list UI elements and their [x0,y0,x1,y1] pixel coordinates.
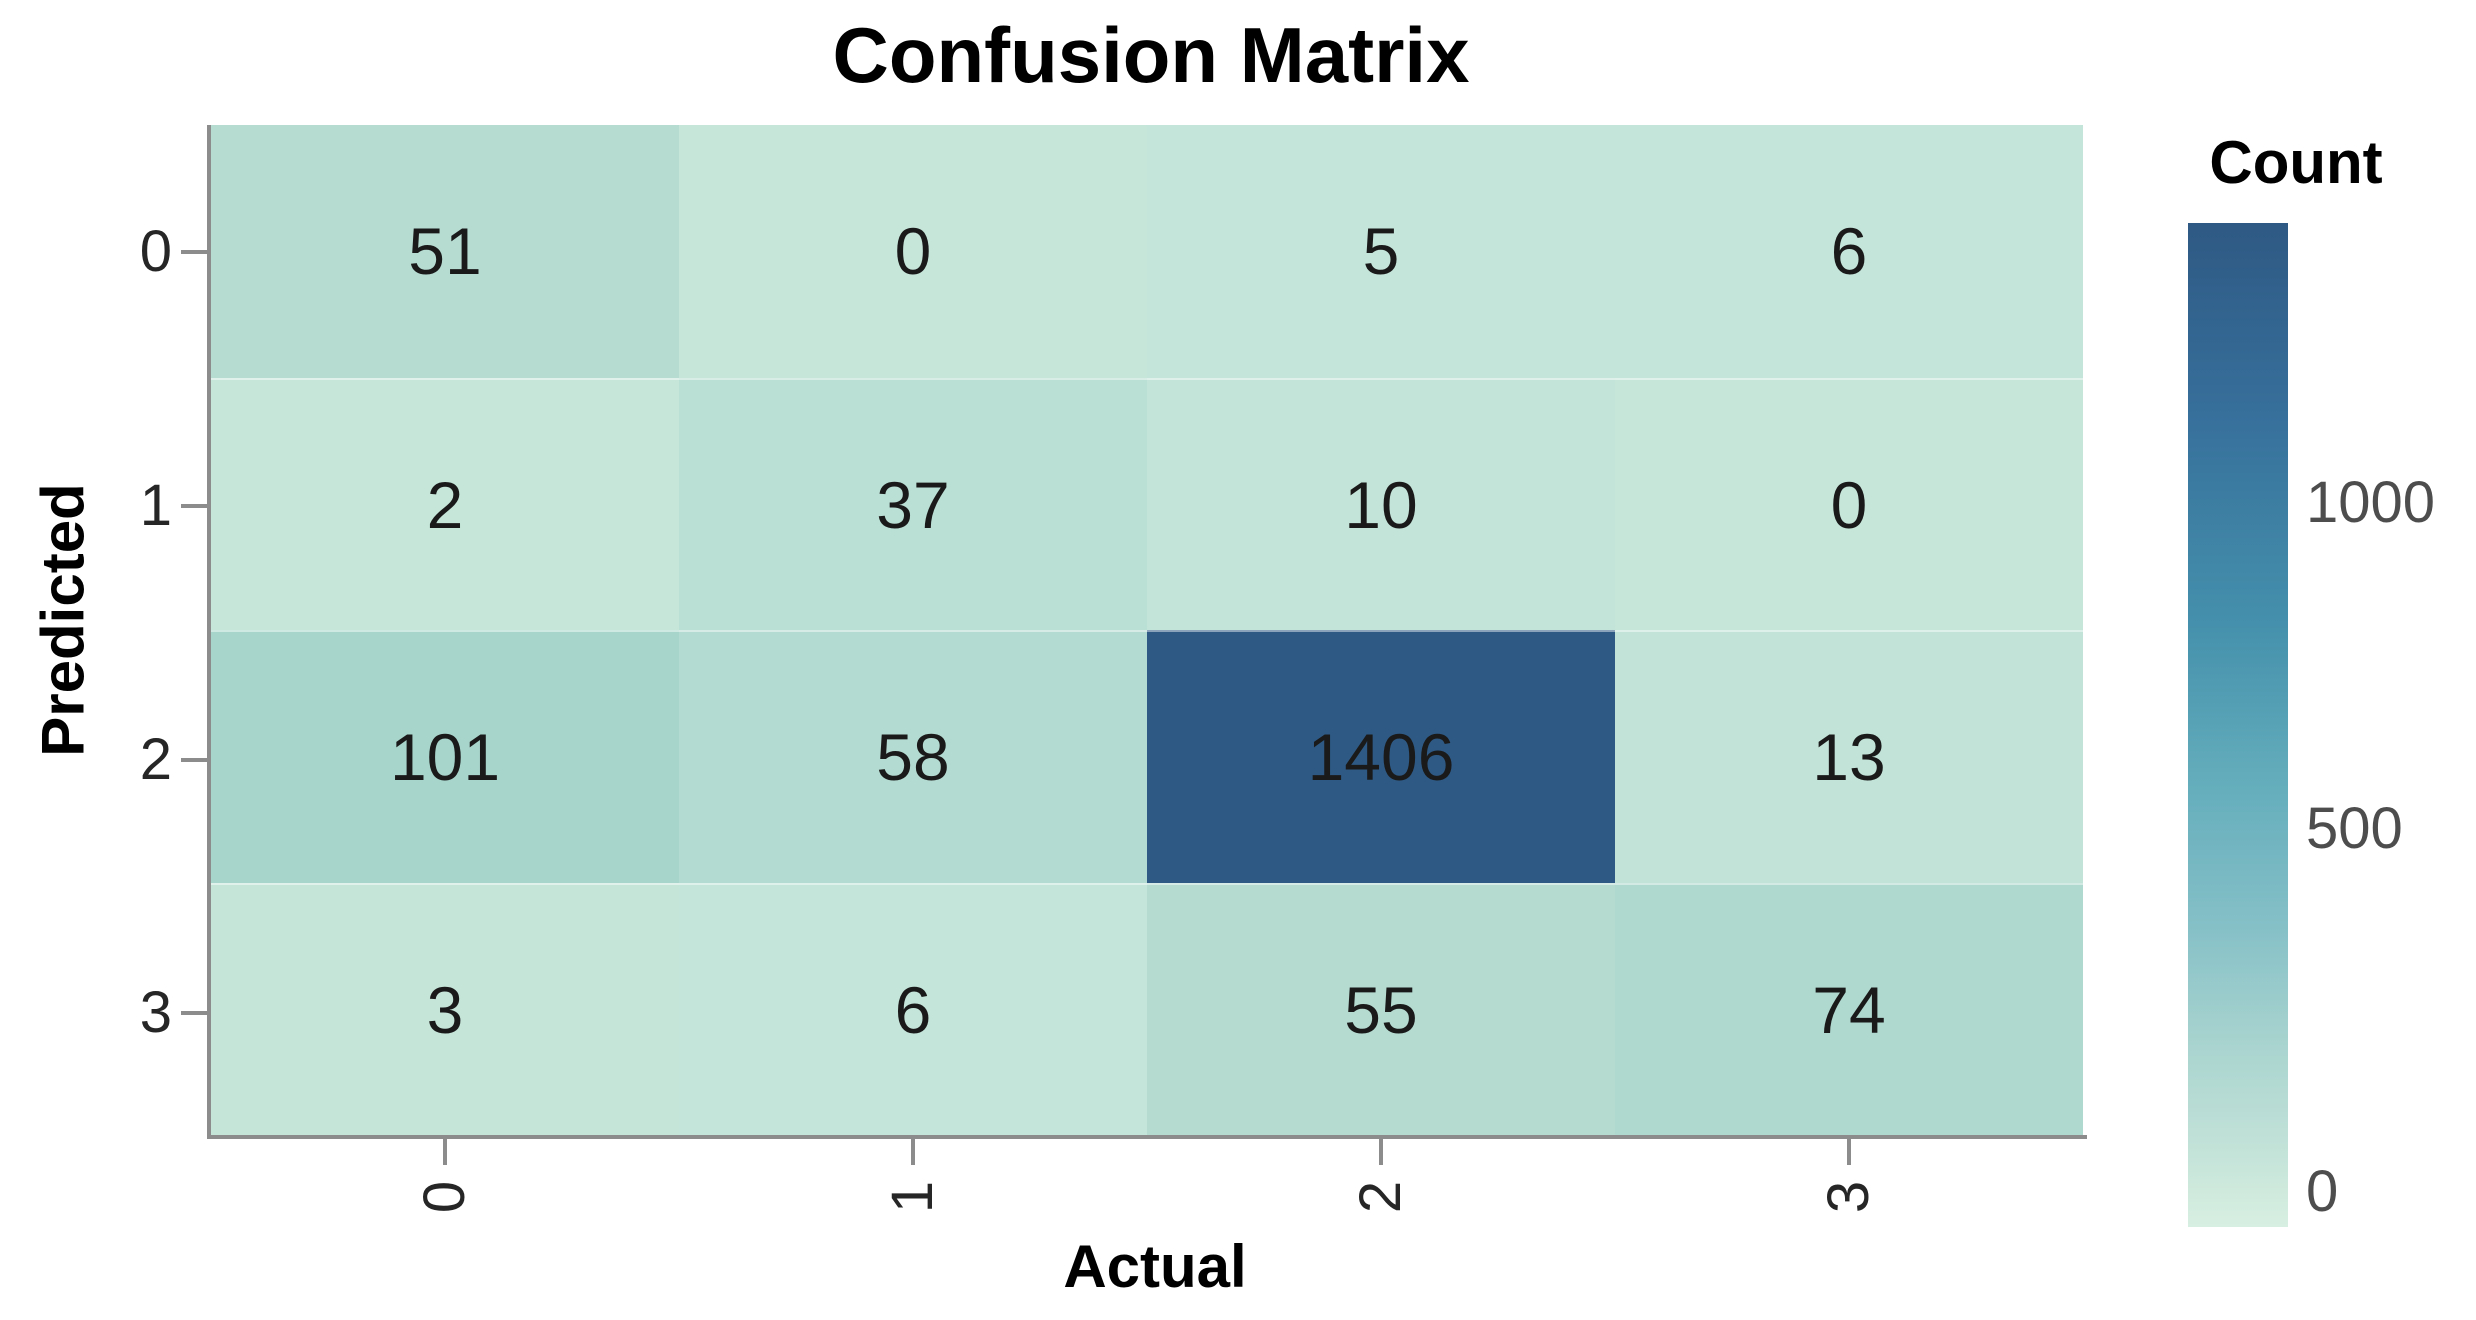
x-tick-mark [1847,1139,1851,1165]
x-tick-label-2: 2 [1348,1180,1413,1214]
heatmap-cell-pred1-act1: 37 [679,377,1147,630]
x-tick-label-1: 1 [880,1180,945,1214]
cell-value: 1406 [1307,720,1455,795]
y-tick-label-1: 1 [139,473,172,538]
y-axis-spine [207,125,211,1139]
colorbar-tick-label-500: 500 [2306,796,2403,862]
colorbar-gradient [2188,223,2288,1227]
y-tick-mark [181,758,207,762]
x-tick-mark [1379,1139,1383,1165]
x-tick-label-0: 0 [412,1180,477,1214]
cell-value: 74 [1812,972,1886,1047]
heatmap-cell-pred3-act3: 74 [1615,882,2083,1135]
colorbar-title: Count [2209,129,2383,196]
heatmap-plot-area: 51 0 5 6 2 37 10 0 101 58 1406 13 3 6 55 74 [211,125,2083,1135]
cell-value: 0 [894,214,932,289]
y-tick-label-2: 2 [139,727,172,792]
heatmap-cell-pred1-act2: 10 [1147,377,1615,630]
cell-value: 55 [1344,972,1418,1047]
cell-value: 5 [1362,214,1400,289]
x-axis-title: Actual [1063,1233,1247,1300]
colorbar-tick-label-1000: 1000 [2306,470,2436,536]
y-axis-title: Predicted [29,483,97,757]
cell-value: 13 [1812,720,1886,795]
colorbar-tick-label-0: 0 [2306,1158,2339,1224]
heatmap-cell-pred0-act2: 5 [1147,125,1615,378]
heatmap-cell-pred2-act1: 58 [679,630,1147,883]
y-tick-label-0: 0 [139,219,172,284]
chart-title: Confusion Matrix [832,11,1470,99]
cell-value: 2 [426,467,464,542]
x-tick-mark [443,1139,447,1165]
heatmap-cell-pred0-act1: 0 [679,125,1147,378]
cell-value: 0 [1830,467,1868,542]
x-axis-spine [207,1135,2087,1139]
heatmap-cell-pred2-act2: 1406 [1147,630,1615,883]
heatmap-cell-pred3-act0: 3 [211,882,679,1135]
heatmap-cell-pred2-act3: 13 [1615,630,2083,883]
y-tick-label-3: 3 [139,980,172,1045]
heatmap-cell-pred0-act3: 6 [1615,125,2083,378]
heatmap-cell-pred2-act0: 101 [211,630,679,883]
heatmap-cell-pred1-act0: 2 [211,377,679,630]
x-tick-label-3: 3 [1816,1180,1881,1214]
y-tick-mark [181,504,207,508]
cell-value: 6 [1830,214,1868,289]
x-tick-mark [911,1139,915,1165]
cell-value: 58 [876,720,950,795]
heatmap-cell-pred3-act2: 55 [1147,882,1615,1135]
heatmap-cell-pred0-act0: 51 [211,125,679,378]
y-tick-mark [181,250,207,254]
heatmap-cell-pred3-act1: 6 [679,882,1147,1135]
cell-value: 101 [389,720,501,795]
heatmap-cell-pred1-act3: 0 [1615,377,2083,630]
cell-value: 37 [876,467,950,542]
cell-value: 51 [408,214,482,289]
cell-value: 3 [426,972,464,1047]
y-tick-mark [181,1011,207,1015]
cell-value: 6 [894,972,932,1047]
cell-value: 10 [1344,467,1418,542]
